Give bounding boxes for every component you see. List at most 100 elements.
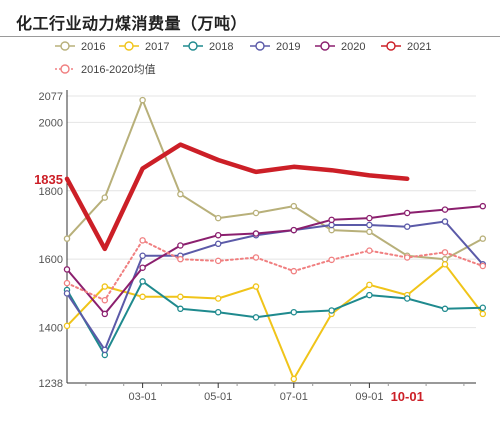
data-point	[441, 206, 449, 213]
legend-item-2017[interactable]: 2017	[119, 41, 169, 53]
data-point	[63, 266, 71, 273]
data-point	[252, 283, 260, 290]
data-point	[479, 304, 487, 311]
series-line	[66, 99, 484, 261]
data-point	[479, 262, 487, 270]
y-tick-label: 2000	[39, 117, 63, 129]
x-tick-label: 03-01	[129, 391, 157, 403]
legend-item-2020[interactable]: 2020	[315, 41, 365, 53]
legend-label: 2018	[209, 41, 233, 53]
data-point	[63, 290, 71, 297]
data-point	[290, 308, 298, 316]
series-2016	[63, 96, 487, 263]
legend-marker	[60, 64, 70, 74]
legend-marker	[320, 41, 330, 51]
data-point	[366, 291, 373, 299]
x-highlight-label: 10-01	[391, 389, 424, 404]
series-line	[66, 280, 484, 356]
series-2020	[63, 202, 487, 318]
data-point	[139, 293, 146, 301]
chart-title: 化工行业动力煤消费量（万吨）	[16, 14, 248, 33]
legend-label: 2020	[341, 41, 365, 53]
data-point	[214, 257, 222, 265]
series-2017	[63, 261, 487, 383]
series-line	[64, 142, 410, 252]
data-point	[328, 221, 335, 229]
data-point	[328, 256, 335, 264]
data-point	[441, 249, 449, 256]
data-point	[139, 264, 146, 271]
data-point	[290, 202, 298, 210]
legend-label: 2017	[145, 41, 169, 53]
data-point	[441, 305, 449, 313]
data-point	[101, 310, 109, 318]
data-point	[328, 216, 335, 224]
legend-item-2018[interactable]: 2018	[183, 41, 233, 53]
data-point	[214, 295, 222, 302]
data-point	[101, 351, 109, 359]
x-tick-label: 05-01	[204, 391, 232, 403]
data-point	[101, 346, 109, 354]
data-point	[101, 194, 109, 201]
data-point	[214, 308, 222, 316]
data-point	[139, 237, 146, 244]
legend-label: 2016	[81, 41, 105, 53]
data-point	[479, 235, 487, 242]
data-point	[177, 242, 184, 249]
legend-label: 2021	[407, 41, 431, 53]
data-point	[290, 267, 298, 275]
data-point	[328, 226, 335, 234]
data-point	[366, 281, 373, 289]
data-point	[177, 255, 184, 263]
axis-labels: 1238 1400 1600 1800 2000 2077 1835 03-01 05-01 07…	[34, 91, 424, 404]
legend-item-2021[interactable]: 2021	[381, 41, 431, 53]
data-point	[441, 218, 449, 225]
data-point	[252, 230, 260, 237]
data-point	[214, 214, 222, 222]
legend-label: 2016-2020均值	[81, 63, 156, 76]
title-divider	[0, 36, 500, 37]
legend-item-2016[interactable]: 2016	[55, 41, 105, 53]
data-point	[328, 307, 335, 314]
data-point	[63, 322, 71, 330]
x-tick-label: 09-01	[355, 391, 383, 403]
data-point	[441, 261, 449, 268]
y-tick-label: 1800	[39, 186, 63, 198]
data-point	[366, 247, 373, 254]
data-point	[366, 214, 373, 222]
data-point	[63, 235, 71, 242]
data-point	[139, 278, 146, 285]
data-point	[214, 240, 222, 248]
data-point	[403, 223, 411, 230]
data-point	[177, 293, 184, 301]
data-point	[479, 202, 487, 210]
data-point	[214, 231, 222, 239]
series-line	[66, 239, 484, 302]
y-tick-label: 2077	[39, 91, 63, 103]
legend-item-2019[interactable]: 2019	[250, 41, 300, 53]
data-point	[177, 305, 184, 313]
data-point	[403, 209, 411, 217]
legend-item-2016-2020均值[interactable]: 2016-2020均值	[55, 63, 156, 76]
series-line	[66, 205, 484, 315]
series-line	[66, 263, 484, 380]
data-point	[441, 255, 449, 263]
legend[interactable]: 2016 2017 2018 2019 2020 2021 2016-2020均值	[55, 41, 431, 76]
y-highlight-label: 1835	[34, 172, 63, 187]
legend-label: 2019	[276, 41, 300, 53]
legend-marker	[188, 41, 198, 51]
series-2016-2020均值	[63, 237, 487, 304]
data-point	[252, 314, 260, 321]
data-point	[63, 279, 71, 287]
data-point	[252, 209, 260, 217]
series-layer	[63, 96, 487, 383]
data-point	[290, 375, 298, 383]
data-point	[366, 228, 373, 236]
data-point	[101, 296, 109, 304]
data-point	[101, 283, 109, 290]
data-point	[403, 254, 411, 261]
data-point	[252, 254, 260, 261]
legend-marker	[255, 41, 265, 51]
y-tick-label: 1600	[39, 254, 63, 266]
